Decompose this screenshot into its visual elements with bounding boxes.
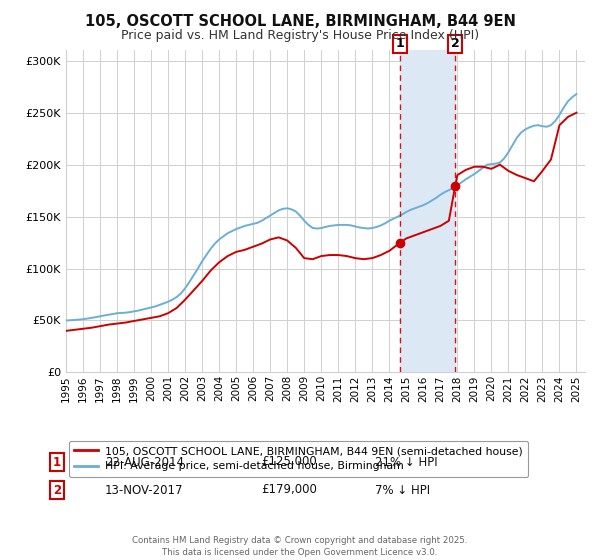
Text: 1: 1 — [53, 455, 61, 469]
Text: 1: 1 — [396, 38, 404, 50]
Text: Contains HM Land Registry data © Crown copyright and database right 2025.
This d: Contains HM Land Registry data © Crown c… — [132, 536, 468, 557]
Text: 7% ↓ HPI: 7% ↓ HPI — [375, 483, 430, 497]
Text: 21% ↓ HPI: 21% ↓ HPI — [375, 455, 437, 469]
Text: 13-NOV-2017: 13-NOV-2017 — [105, 483, 184, 497]
Text: Price paid vs. HM Land Registry's House Price Index (HPI): Price paid vs. HM Land Registry's House … — [121, 29, 479, 42]
Bar — [400, 50, 455, 372]
Text: £179,000: £179,000 — [261, 483, 317, 497]
Text: 22-AUG-2014: 22-AUG-2014 — [105, 455, 184, 469]
Text: 2: 2 — [451, 38, 460, 50]
Text: £125,000: £125,000 — [261, 455, 317, 469]
Legend: 105, OSCOTT SCHOOL LANE, BIRMINGHAM, B44 9EN (semi-detached house), HPI: Average: 105, OSCOTT SCHOOL LANE, BIRMINGHAM, B44… — [69, 441, 528, 477]
Text: 2: 2 — [53, 483, 61, 497]
Text: 105, OSCOTT SCHOOL LANE, BIRMINGHAM, B44 9EN: 105, OSCOTT SCHOOL LANE, BIRMINGHAM, B44… — [85, 14, 515, 29]
